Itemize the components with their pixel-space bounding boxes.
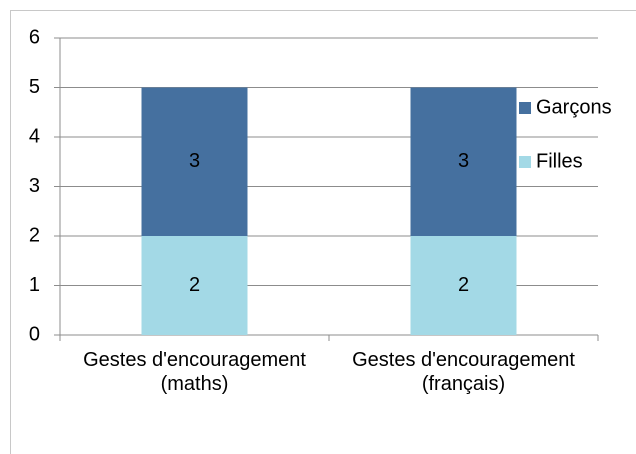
y-tick-label: 1	[29, 274, 40, 296]
y-tick-label: 6	[29, 26, 40, 48]
x-tick-label: Gestes d'encouragement (français)	[352, 349, 575, 395]
y-tick-label: 0	[29, 323, 40, 345]
bar-segment	[141, 236, 248, 335]
bar-segment	[410, 87, 517, 236]
chart-frame	[10, 10, 636, 454]
data-label: 2	[189, 274, 200, 296]
data-label: 2	[458, 274, 469, 296]
bar-segment	[410, 236, 517, 335]
legend-label: Garçons	[536, 96, 612, 118]
x-tick-label: Gestes d'encouragement (maths)	[83, 349, 306, 395]
y-tick-label: 4	[29, 125, 40, 147]
data-label: 3	[189, 150, 200, 172]
legend-label: Filles	[536, 150, 583, 172]
data-label: 3	[458, 150, 469, 172]
bar-segment	[141, 87, 248, 236]
y-tick-label: 3	[29, 175, 40, 197]
legend-swatch	[519, 156, 531, 168]
y-tick-label: 2	[29, 224, 40, 246]
legend-swatch	[519, 102, 531, 114]
y-tick-label: 5	[29, 76, 40, 98]
